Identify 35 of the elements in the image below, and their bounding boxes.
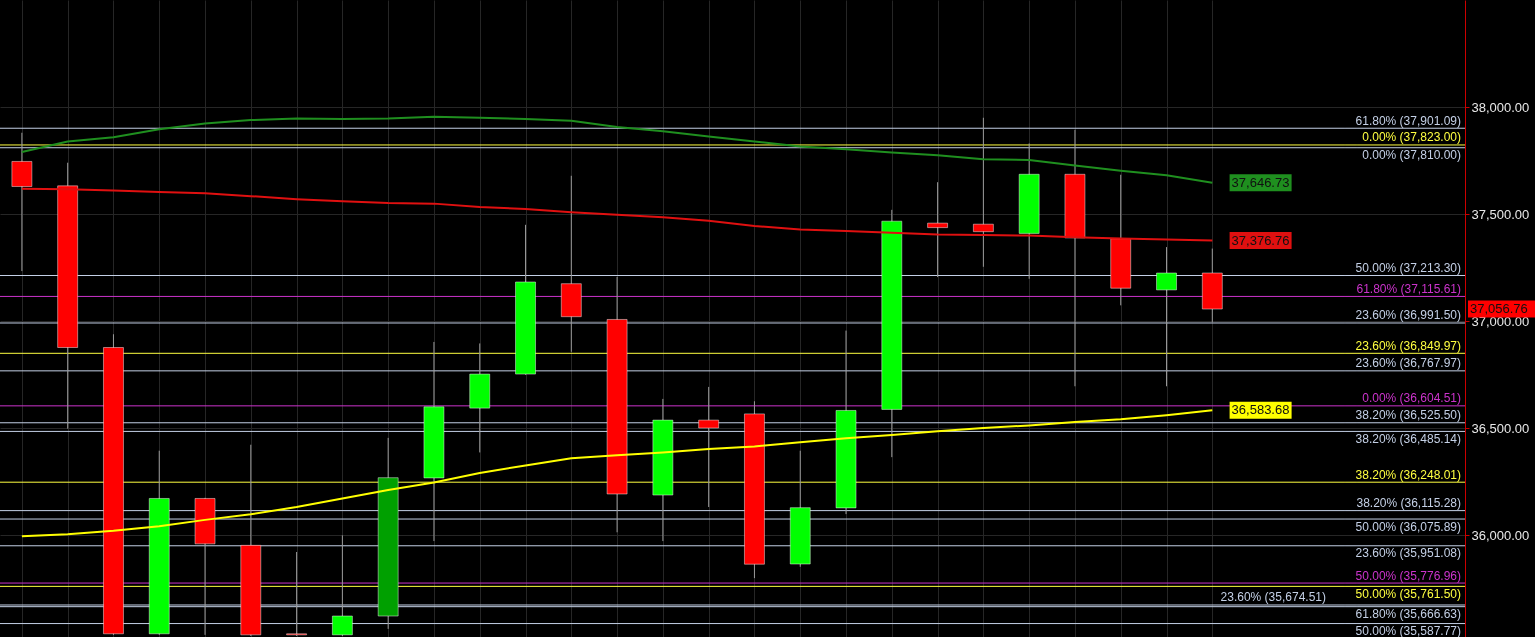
line-series bbox=[20, 409, 1214, 538]
candlestick bbox=[286, 551, 308, 637]
ref-line-label: 23.60% (36,849.97) bbox=[1355, 338, 1461, 353]
ref-line-label: 0.00% (36,604.51) bbox=[1362, 391, 1461, 406]
candlestick bbox=[331, 534, 353, 637]
ref-line-label: 50.00% (35,761.50) bbox=[1355, 586, 1461, 601]
ref-line-label: 38.20% (36,525.50) bbox=[1355, 408, 1461, 423]
data-label: 37,646.73 bbox=[1231, 174, 1290, 190]
candlestick bbox=[927, 181, 949, 278]
ref-line-label: 50.00% (37,213.30) bbox=[1355, 261, 1461, 276]
y-tick-label: 37,500.00 bbox=[1471, 206, 1530, 222]
data-label: 37,376.76 bbox=[1231, 232, 1290, 248]
ref-line-label: 38.20% (36,248.01) bbox=[1355, 467, 1461, 482]
ref-line-label: 61.80% (37,901.09) bbox=[1355, 113, 1461, 128]
ref-line-label: 50.00% (35,776.96) bbox=[1355, 568, 1461, 583]
ref-line-label: 38.20% (36,485.14) bbox=[1355, 431, 1461, 446]
ref-line-label: 38.20% (36,115.28) bbox=[1356, 496, 1461, 511]
ref-line-label: 61.80% (35,666.63) bbox=[1355, 607, 1461, 622]
ref-line-label: 23.60% (36,767.97) bbox=[1355, 356, 1461, 371]
line-series bbox=[20, 115, 1214, 184]
ref-line-label: 50.00% (35,587.77) bbox=[1355, 624, 1461, 637]
candlestick bbox=[972, 117, 994, 268]
candlestick bbox=[1156, 246, 1178, 387]
ref-line-label: 50.00% (36,075.89) bbox=[1355, 519, 1461, 534]
ref-line-label: 23.60% (35,951.08) bbox=[1355, 546, 1461, 561]
candlestick bbox=[698, 386, 720, 508]
ref-line-label: 0.00% (37,823.00) bbox=[1362, 130, 1461, 145]
ref-line-label: 0.00% (37,810.00) bbox=[1362, 148, 1461, 163]
ref-line-label: 23.60% (36,991.50) bbox=[1355, 308, 1461, 323]
ref-line-label: 61.80% (37,115.61) bbox=[1356, 281, 1461, 296]
ref-line-label: 23.60% (35,674.51) bbox=[1220, 590, 1326, 605]
y-tick-label: 38,000.00 bbox=[1471, 99, 1530, 115]
data-label: 36,583.68 bbox=[1231, 402, 1290, 418]
y-tick-label: 36,500.00 bbox=[1471, 420, 1530, 436]
y-tick-label: 36,000.00 bbox=[1471, 527, 1530, 543]
